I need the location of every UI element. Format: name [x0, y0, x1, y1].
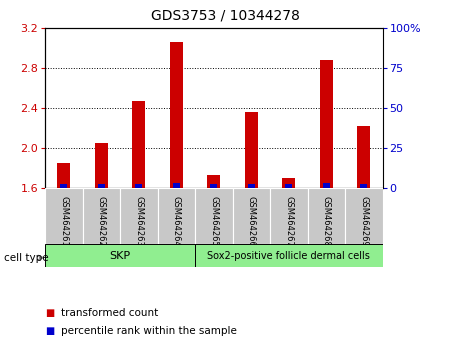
Text: GSM464267: GSM464267 [284, 196, 293, 247]
Bar [345, 188, 382, 244]
Bar [82, 188, 120, 244]
Text: GSM464264: GSM464264 [172, 196, 181, 247]
Bar [132, 101, 145, 188]
Bar [195, 188, 233, 244]
Text: Sox2-positive follicle dermal cells: Sox2-positive follicle dermal cells [207, 251, 370, 261]
Bar [282, 178, 295, 188]
Text: GSM464269: GSM464269 [359, 196, 368, 247]
Bar [94, 143, 108, 188]
Bar [45, 244, 195, 267]
Text: GSM464265: GSM464265 [209, 196, 218, 247]
Text: ■: ■ [45, 308, 54, 318]
Bar [60, 184, 67, 188]
Bar [170, 42, 183, 188]
Text: transformed count: transformed count [61, 308, 158, 318]
Bar [285, 184, 292, 188]
Bar [248, 184, 255, 188]
Text: GSM464268: GSM464268 [322, 196, 331, 247]
Bar [245, 112, 258, 188]
Bar [357, 126, 370, 188]
Bar [195, 244, 382, 267]
Text: GDS3753 / 10344278: GDS3753 / 10344278 [151, 9, 299, 23]
Bar [211, 184, 217, 188]
Text: percentile rank within the sample: percentile rank within the sample [61, 326, 237, 336]
Bar [360, 184, 367, 188]
Bar [233, 188, 270, 244]
Bar [57, 163, 70, 188]
Text: GSM464261: GSM464261 [59, 196, 68, 247]
Bar [207, 175, 220, 188]
Bar [320, 60, 333, 188]
Text: ■: ■ [45, 326, 54, 336]
Bar [135, 184, 142, 188]
Bar [173, 183, 180, 188]
Bar [307, 188, 345, 244]
Text: SKP: SKP [109, 251, 130, 261]
Text: cell type: cell type [4, 253, 49, 263]
Bar [45, 188, 82, 244]
Bar [158, 188, 195, 244]
Bar [270, 188, 307, 244]
Bar [120, 188, 158, 244]
Text: GSM464266: GSM464266 [247, 196, 256, 247]
Text: GSM464263: GSM464263 [134, 196, 143, 247]
Bar [98, 184, 104, 188]
Text: GSM464262: GSM464262 [97, 196, 106, 247]
Bar [323, 183, 329, 188]
